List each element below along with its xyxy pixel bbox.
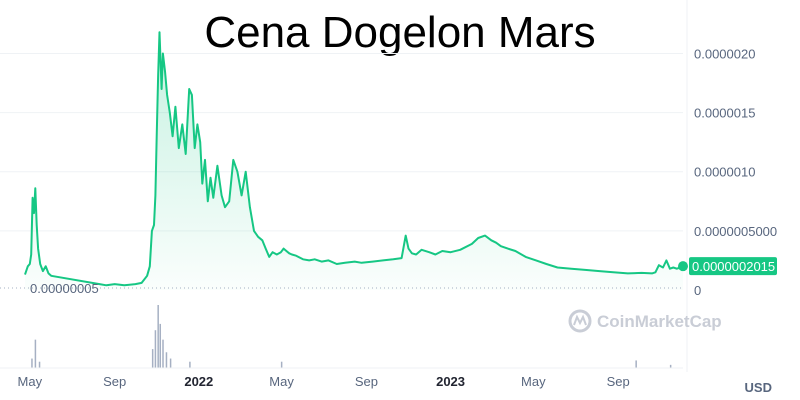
volume-bar — [162, 339, 164, 368]
volume-bar — [280, 361, 283, 368]
volume-bar — [635, 360, 637, 368]
watermark: CoinMarketCap — [568, 309, 722, 333]
y-tick-label: 0 — [694, 283, 701, 298]
x-tick-label: May — [269, 374, 294, 389]
volume-bar — [38, 361, 41, 368]
watermark-text: CoinMarketCap — [597, 312, 722, 331]
volume-bar — [189, 361, 191, 368]
coinmarketcap-logo-icon — [568, 309, 592, 333]
volume-bar — [669, 364, 672, 368]
x-tick-label: May — [521, 374, 546, 389]
volume-bars — [0, 305, 683, 369]
current-price-label: 0.0000002015 — [692, 259, 775, 274]
price-line — [24, 31, 684, 287]
x-tick-label: Sep — [355, 374, 378, 389]
y-tick-label: 0.0000005000 — [694, 224, 777, 239]
current-price-marker — [678, 261, 688, 272]
min-price-label: 0.00000005 — [30, 281, 99, 296]
y-tick-label: 0.0000015 — [694, 106, 755, 121]
price-area — [25, 32, 683, 290]
current-price-badge — [689, 257, 777, 276]
volume-bar — [157, 305, 159, 368]
y-tick-label: 0.0000020 — [694, 46, 755, 61]
volume-bar — [169, 358, 172, 368]
x-tick-label: Sep — [103, 374, 126, 389]
volume-bar — [165, 352, 168, 368]
volume-bar — [159, 323, 161, 368]
volume-bar — [154, 330, 157, 368]
volume-bar — [151, 349, 154, 368]
x-tick-label: 2023 — [436, 374, 465, 389]
x-tick-label: 2022 — [184, 374, 213, 389]
volume-bar — [31, 358, 33, 368]
currency-label: USD — [744, 380, 772, 395]
y-tick-label: 0.0000010 — [694, 165, 755, 180]
y-axis: 0 0.0000005000 0.0000010 0.0000015 0.0000020… — [30, 46, 777, 298]
volume-bar — [34, 339, 37, 368]
x-tick-label: May — [18, 374, 43, 389]
x-tick-label: Sep — [607, 374, 630, 389]
grid-lines — [0, 0, 688, 372]
chart-title: Cena Dogelon Mars — [204, 8, 596, 57]
x-axis: May Sep 2022 May Sep 2023 May Sep — [18, 374, 630, 389]
